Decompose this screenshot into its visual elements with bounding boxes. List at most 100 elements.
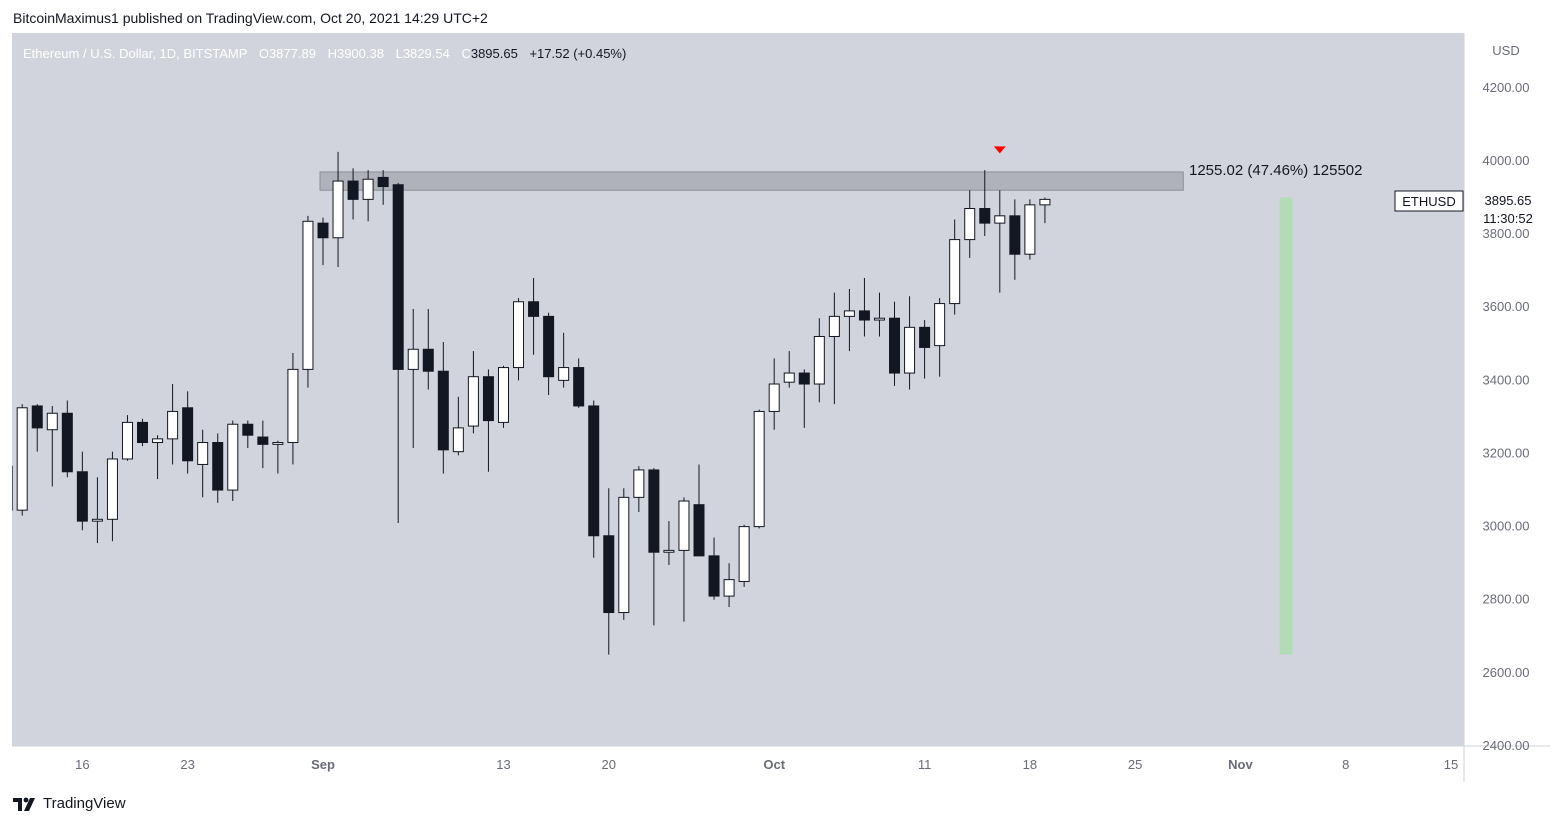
candle-body-down: [858, 310, 870, 321]
plot-area[interactable]: [12, 33, 1464, 746]
candle-body-down: [648, 469, 660, 553]
legend-low-value: 3829.54: [403, 46, 450, 61]
price-tag-price: 3895.65: [1485, 193, 1532, 208]
candle: [287, 352, 299, 465]
price-tag: ETHUSD 3895.65 11:30:52: [1394, 190, 1550, 229]
candle: [648, 468, 660, 626]
candle-body-up: [768, 383, 780, 412]
candle-body-up: [106, 458, 118, 520]
candle-body-down: [482, 376, 494, 422]
candle-body-down: [889, 317, 901, 374]
candle: [678, 497, 690, 622]
x-tick-label: 16: [75, 757, 89, 772]
candle-body-down: [137, 421, 149, 444]
candle-body-down: [422, 348, 434, 372]
candle: [407, 309, 419, 449]
candle-body-up: [738, 526, 750, 582]
y-tick-label: 3400.00: [1483, 372, 1530, 387]
candle: [106, 451, 118, 542]
candle-body-up: [46, 412, 58, 431]
candle: [603, 488, 615, 655]
ohlc-legend: Ethereum / U.S. Dollar, 1D, BITSTAMP O38…: [23, 46, 626, 61]
candle: [768, 358, 780, 430]
time-axis[interactable]: [12, 746, 1464, 782]
rejection-marker: [993, 146, 1006, 154]
candle: [994, 190, 1006, 293]
candle: [167, 384, 179, 465]
candle: [588, 400, 600, 558]
legend-high-label: H: [328, 46, 337, 61]
candle-body-up: [843, 310, 855, 317]
candle: [437, 341, 449, 474]
candle: [919, 320, 931, 379]
candle-body-up: [302, 220, 314, 370]
y-tick-label: 2800.00: [1483, 592, 1530, 607]
x-tick-label: 13: [496, 757, 510, 772]
candle-body-up: [994, 215, 1006, 224]
candle-body-up: [1024, 204, 1036, 255]
candle: [573, 358, 585, 408]
candle-body-up: [813, 335, 825, 385]
zone-layer: [319, 171, 1293, 655]
candle-body-down: [1009, 215, 1021, 255]
y-tick-label: 3600.00: [1483, 299, 1530, 314]
candles-layer: [12, 151, 1051, 655]
x-tick-label: 11: [918, 757, 932, 772]
candle: [1024, 199, 1036, 260]
candle: [738, 524, 750, 587]
x-tick-label: 18: [1023, 757, 1037, 772]
candle-body-up: [167, 410, 179, 440]
candle: [979, 170, 991, 236]
candle: [422, 309, 434, 390]
candle: [858, 277, 870, 337]
candle-body-down: [919, 326, 931, 348]
price-tag-value-box: [1465, 191, 1550, 229]
candle-body-down: [212, 442, 224, 491]
candle-body-up: [91, 518, 103, 522]
candle: [467, 351, 479, 434]
y-tick-label: 3000.00: [1483, 519, 1530, 534]
candle-body-up: [783, 372, 795, 383]
candle: [482, 369, 494, 472]
candle: [753, 409, 765, 529]
candle: [663, 521, 675, 566]
candle: [693, 464, 705, 557]
publisher-caption: BitcoinMaximus1 published on TradingView…: [13, 10, 488, 26]
footer-branding[interactable]: TradingView: [13, 795, 126, 812]
svg-text:Ethereum / U.S. Dollar, 1D, BI: Ethereum / U.S. Dollar, 1D, BITSTAMP O38…: [23, 46, 626, 61]
candle: [272, 440, 284, 474]
candle: [257, 420, 269, 469]
candle: [152, 435, 164, 480]
price-tag-symbol: ETHUSD: [1402, 194, 1455, 209]
candle: [362, 170, 374, 222]
candle-body-down: [798, 372, 810, 385]
candle: [843, 288, 855, 352]
candle-body-up: [618, 496, 630, 614]
candle: [633, 466, 645, 512]
candle: [934, 298, 946, 377]
price-axis[interactable]: [1464, 33, 1550, 782]
candle: [212, 433, 224, 503]
legend-high-value: 3900.38: [337, 46, 384, 61]
target-range-bar: [1279, 197, 1293, 655]
candle-body-up: [452, 427, 464, 453]
candle: [31, 404, 43, 452]
candle: [798, 369, 810, 428]
candle: [1009, 199, 1021, 280]
candle-body-up: [197, 442, 209, 465]
candle: [317, 217, 329, 266]
resistance-zone: [319, 171, 1184, 191]
candle-body-up: [362, 178, 374, 200]
candle: [302, 215, 314, 388]
candle: [332, 151, 344, 268]
y-tick-label: 3800.00: [1483, 226, 1530, 241]
y-tick-label: 4200.00: [1483, 80, 1530, 95]
candle-body-up: [753, 410, 765, 528]
candle-body-up: [287, 368, 299, 444]
x-tick-label: Sep: [311, 757, 335, 772]
candle-body-up: [1039, 198, 1051, 206]
candle-body-up: [467, 376, 479, 427]
candle: [949, 219, 961, 315]
chart-svg[interactable]: 2400.00 2600.00 2800.00 3000.00 3200.00 3400.…: [12, 33, 1550, 782]
candle-body-down: [392, 184, 404, 370]
